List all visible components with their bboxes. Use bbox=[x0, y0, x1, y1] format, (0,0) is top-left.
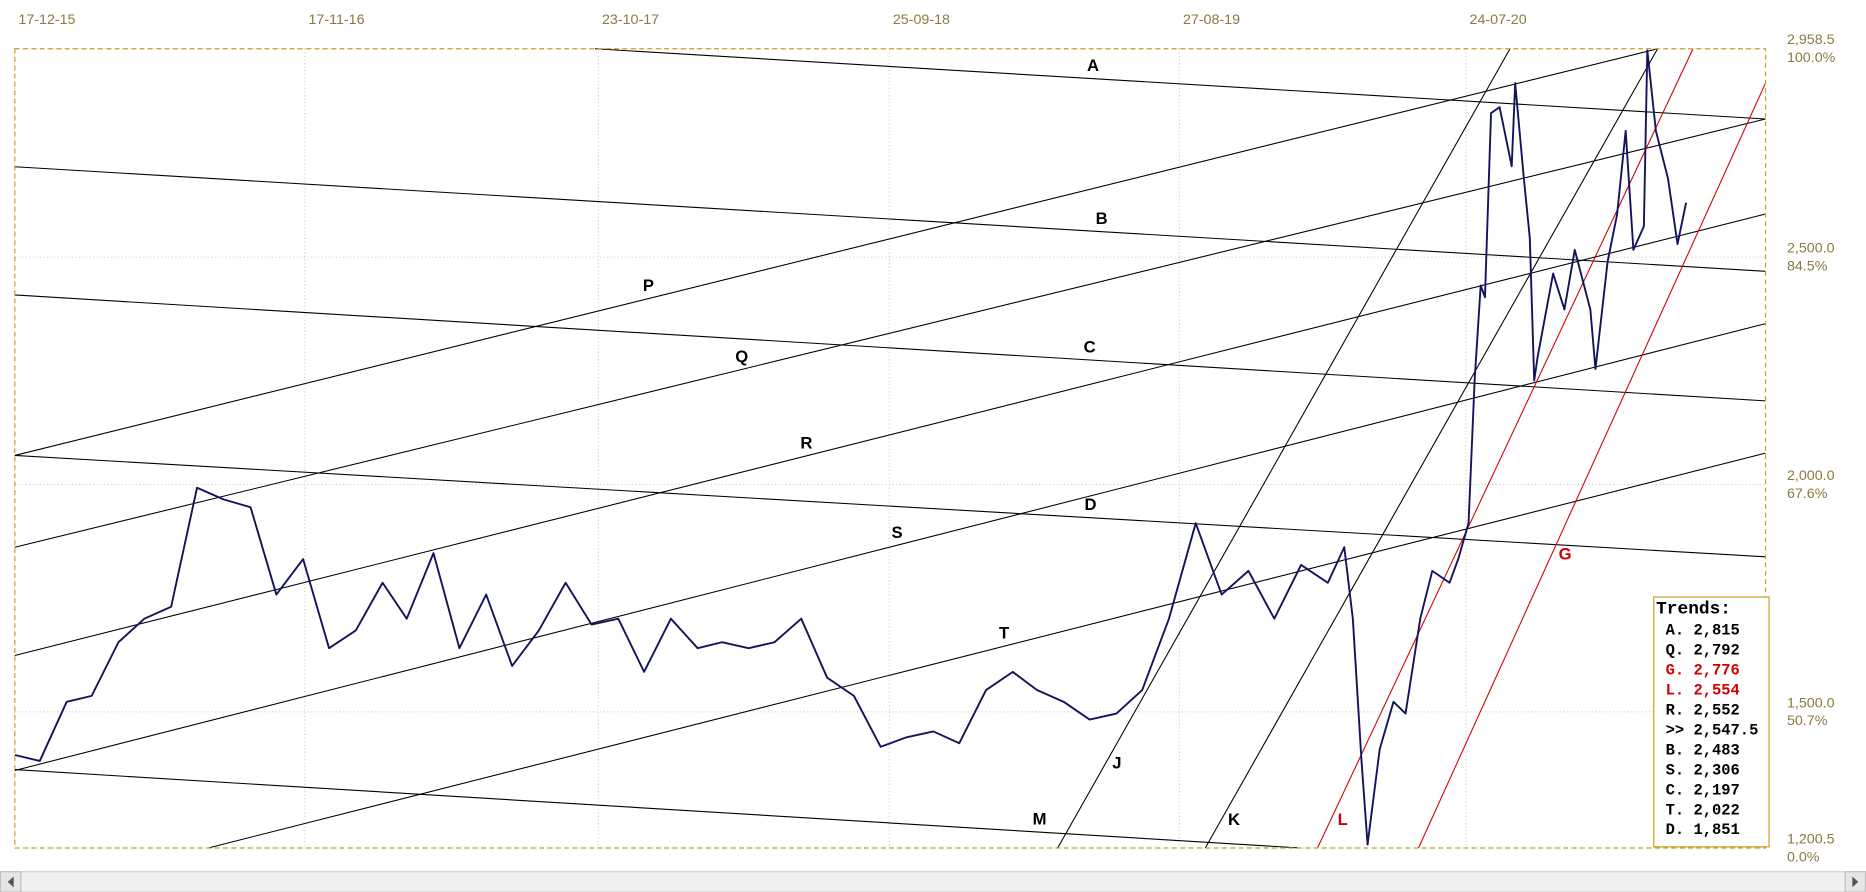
trend-row: C. 2,197 bbox=[1666, 781, 1740, 799]
y-tick-label: 2,500.0 bbox=[1787, 241, 1835, 257]
trend-row: A. 2,815 bbox=[1666, 621, 1740, 639]
y-tick-percent: 67.6% bbox=[1787, 486, 1828, 502]
panel-box bbox=[1653, 596, 1770, 848]
trend-line bbox=[14, 769, 1301, 849]
scrollbar[interactable] bbox=[0, 871, 1866, 892]
trend-label: S bbox=[892, 523, 903, 542]
plot-border bbox=[14, 48, 1767, 849]
x-tick-label: 23-10-17 bbox=[602, 12, 659, 28]
trend-label: K bbox=[1228, 810, 1240, 829]
y-tick-label: 2,958.5 bbox=[1787, 32, 1835, 48]
trends-panel: Trends: A. 2,815 Q. 2,792 G. 2,776 L. 2,554… bbox=[1653, 596, 1770, 848]
trend-label: D bbox=[1084, 495, 1096, 514]
x-tick-label: 17-11-16 bbox=[308, 12, 364, 28]
trend-lines: A B C D M P Q R S T J K L G bbox=[14, 48, 1767, 849]
y-tick-percent: 0.0% bbox=[1787, 849, 1820, 865]
trend-line bbox=[1204, 48, 1659, 849]
y-tick-label: 2,000.0 bbox=[1787, 468, 1835, 484]
trend-label: M bbox=[1033, 810, 1047, 829]
trend-line bbox=[1057, 48, 1511, 849]
trend-row: L. 2,554 bbox=[1666, 681, 1740, 699]
y-tick-label: 1,500.0 bbox=[1787, 695, 1835, 711]
scroll-track[interactable] bbox=[0, 871, 1866, 892]
trend-row: S. 2,306 bbox=[1666, 761, 1740, 779]
trend-line bbox=[1418, 82, 1767, 849]
trend-line bbox=[1317, 48, 1694, 849]
trend-line bbox=[14, 213, 1766, 656]
price-layer bbox=[14, 49, 1688, 846]
y-tick-percent: 84.5% bbox=[1787, 258, 1828, 274]
x-tick-label: 25-09-18 bbox=[893, 12, 950, 28]
trend-label: A bbox=[1087, 56, 1099, 75]
trend-line bbox=[14, 118, 1766, 548]
trend-row: T. 2,022 bbox=[1666, 801, 1740, 819]
trend-label: L bbox=[1338, 810, 1348, 829]
arrow-right bbox=[1852, 876, 1859, 888]
trend-row: Q. 2,792 bbox=[1666, 641, 1740, 659]
trend-line bbox=[14, 48, 1658, 456]
trend-row: B. 2,483 bbox=[1666, 741, 1740, 759]
panel-title: Trends: bbox=[1656, 600, 1731, 620]
trend-row: >> 2,547.5 bbox=[1666, 721, 1759, 739]
trend-label: C bbox=[1084, 337, 1096, 356]
x-tick-label: 17-12-15 bbox=[18, 12, 75, 28]
price-line bbox=[14, 49, 1688, 846]
x-tick-label: 27-08-19 bbox=[1183, 12, 1240, 28]
arrow-left bbox=[7, 876, 14, 888]
trend-row: D. 1,851 bbox=[1666, 821, 1740, 839]
trend-line bbox=[14, 454, 1766, 558]
trend-row: G. 2,776 bbox=[1666, 661, 1740, 679]
x-tick-label: 24-07-20 bbox=[1470, 12, 1527, 28]
trend-line bbox=[208, 452, 1766, 849]
trend-label: J bbox=[1112, 753, 1121, 772]
trend-label: Q bbox=[735, 347, 748, 366]
trend-label: R bbox=[800, 433, 812, 452]
trend-line bbox=[14, 166, 1766, 272]
trend-label: P bbox=[643, 276, 654, 295]
y-tick-label: 1,200.5 bbox=[1787, 831, 1835, 847]
trend-label: B bbox=[1096, 209, 1108, 228]
y-tick-percent: 50.7% bbox=[1787, 713, 1828, 729]
trend-line bbox=[594, 48, 1766, 120]
y-tick-percent: 100.0% bbox=[1787, 50, 1836, 66]
trend-row: R. 2,552 bbox=[1666, 701, 1740, 719]
trend-label: T bbox=[999, 624, 1009, 643]
trend-label: G bbox=[1559, 544, 1572, 563]
